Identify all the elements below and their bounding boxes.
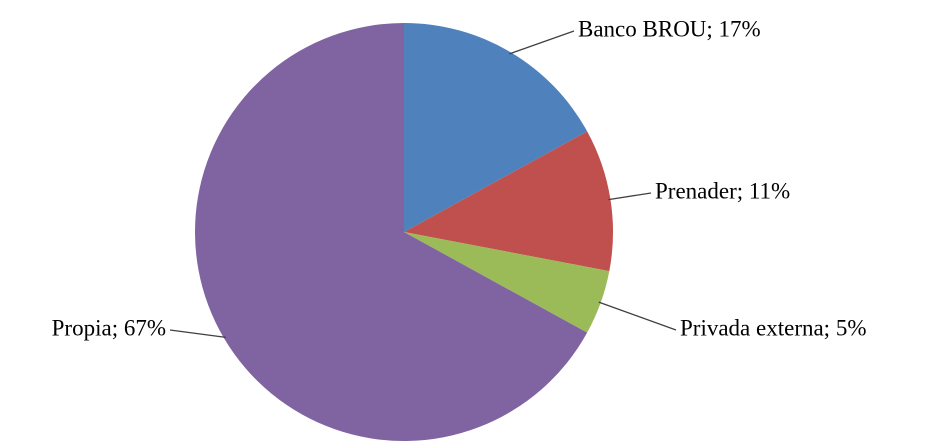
data-label: Propia; 67% [52,315,166,340]
leader-line [598,301,677,331]
pie-slice [194,23,588,442]
pie-slice [404,131,614,272]
pie-slice [404,23,588,232]
leader-line [608,192,652,201]
leader-line [509,30,575,55]
leader-line [169,329,226,339]
data-label: Banco BROU; 17% [578,16,761,41]
data-label: Prenader; 11% [655,178,790,203]
data-label: Privada externa; 5% [680,315,866,340]
pie-slice [404,232,610,333]
